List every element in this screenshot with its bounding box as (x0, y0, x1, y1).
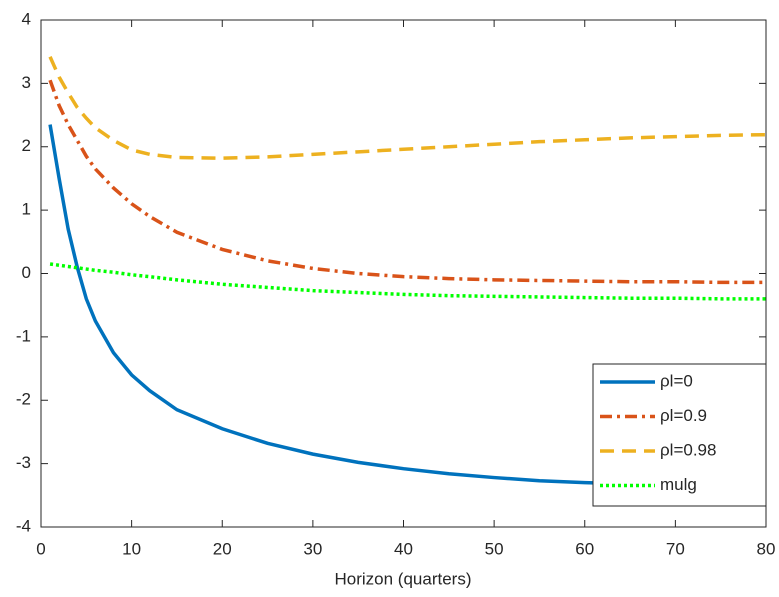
x-tick-label: 70 (666, 539, 685, 558)
series-line (48, 56, 767, 160)
legend-label: ρl=0.9 (660, 406, 707, 425)
axes-box (40, 19, 767, 528)
y-tick-label: 4 (22, 9, 31, 28)
y-tick-label: 1 (22, 200, 31, 219)
x-tick-label: 30 (303, 539, 322, 558)
legend-box (592, 363, 767, 507)
y-tick-label: 3 (22, 73, 31, 92)
x-tick-label: 50 (485, 539, 504, 558)
x-tick-label: 60 (575, 539, 594, 558)
x-tick-label: 40 (394, 539, 413, 558)
y-tick-label: -2 (16, 390, 31, 409)
legend-label: ρl=0.98 (660, 440, 716, 459)
y-tick-label: -4 (16, 516, 31, 535)
series-line (49, 262, 766, 301)
x-tick-label: 80 (757, 539, 776, 558)
legend-label: ρl=0 (660, 371, 693, 390)
legend-label: mulg (660, 475, 697, 494)
y-tick-label: 0 (22, 263, 31, 282)
x-tick-label: 0 (36, 539, 45, 558)
y-tick-label: -3 (16, 453, 31, 472)
x-tick-label: 20 (213, 539, 232, 558)
x-axis-label: Horizon (quarters) (335, 569, 472, 588)
y-tick-label: -1 (16, 326, 31, 345)
y-tick-label: 2 (22, 136, 31, 155)
series-line (48, 79, 766, 285)
x-tick-label: 10 (122, 539, 141, 558)
